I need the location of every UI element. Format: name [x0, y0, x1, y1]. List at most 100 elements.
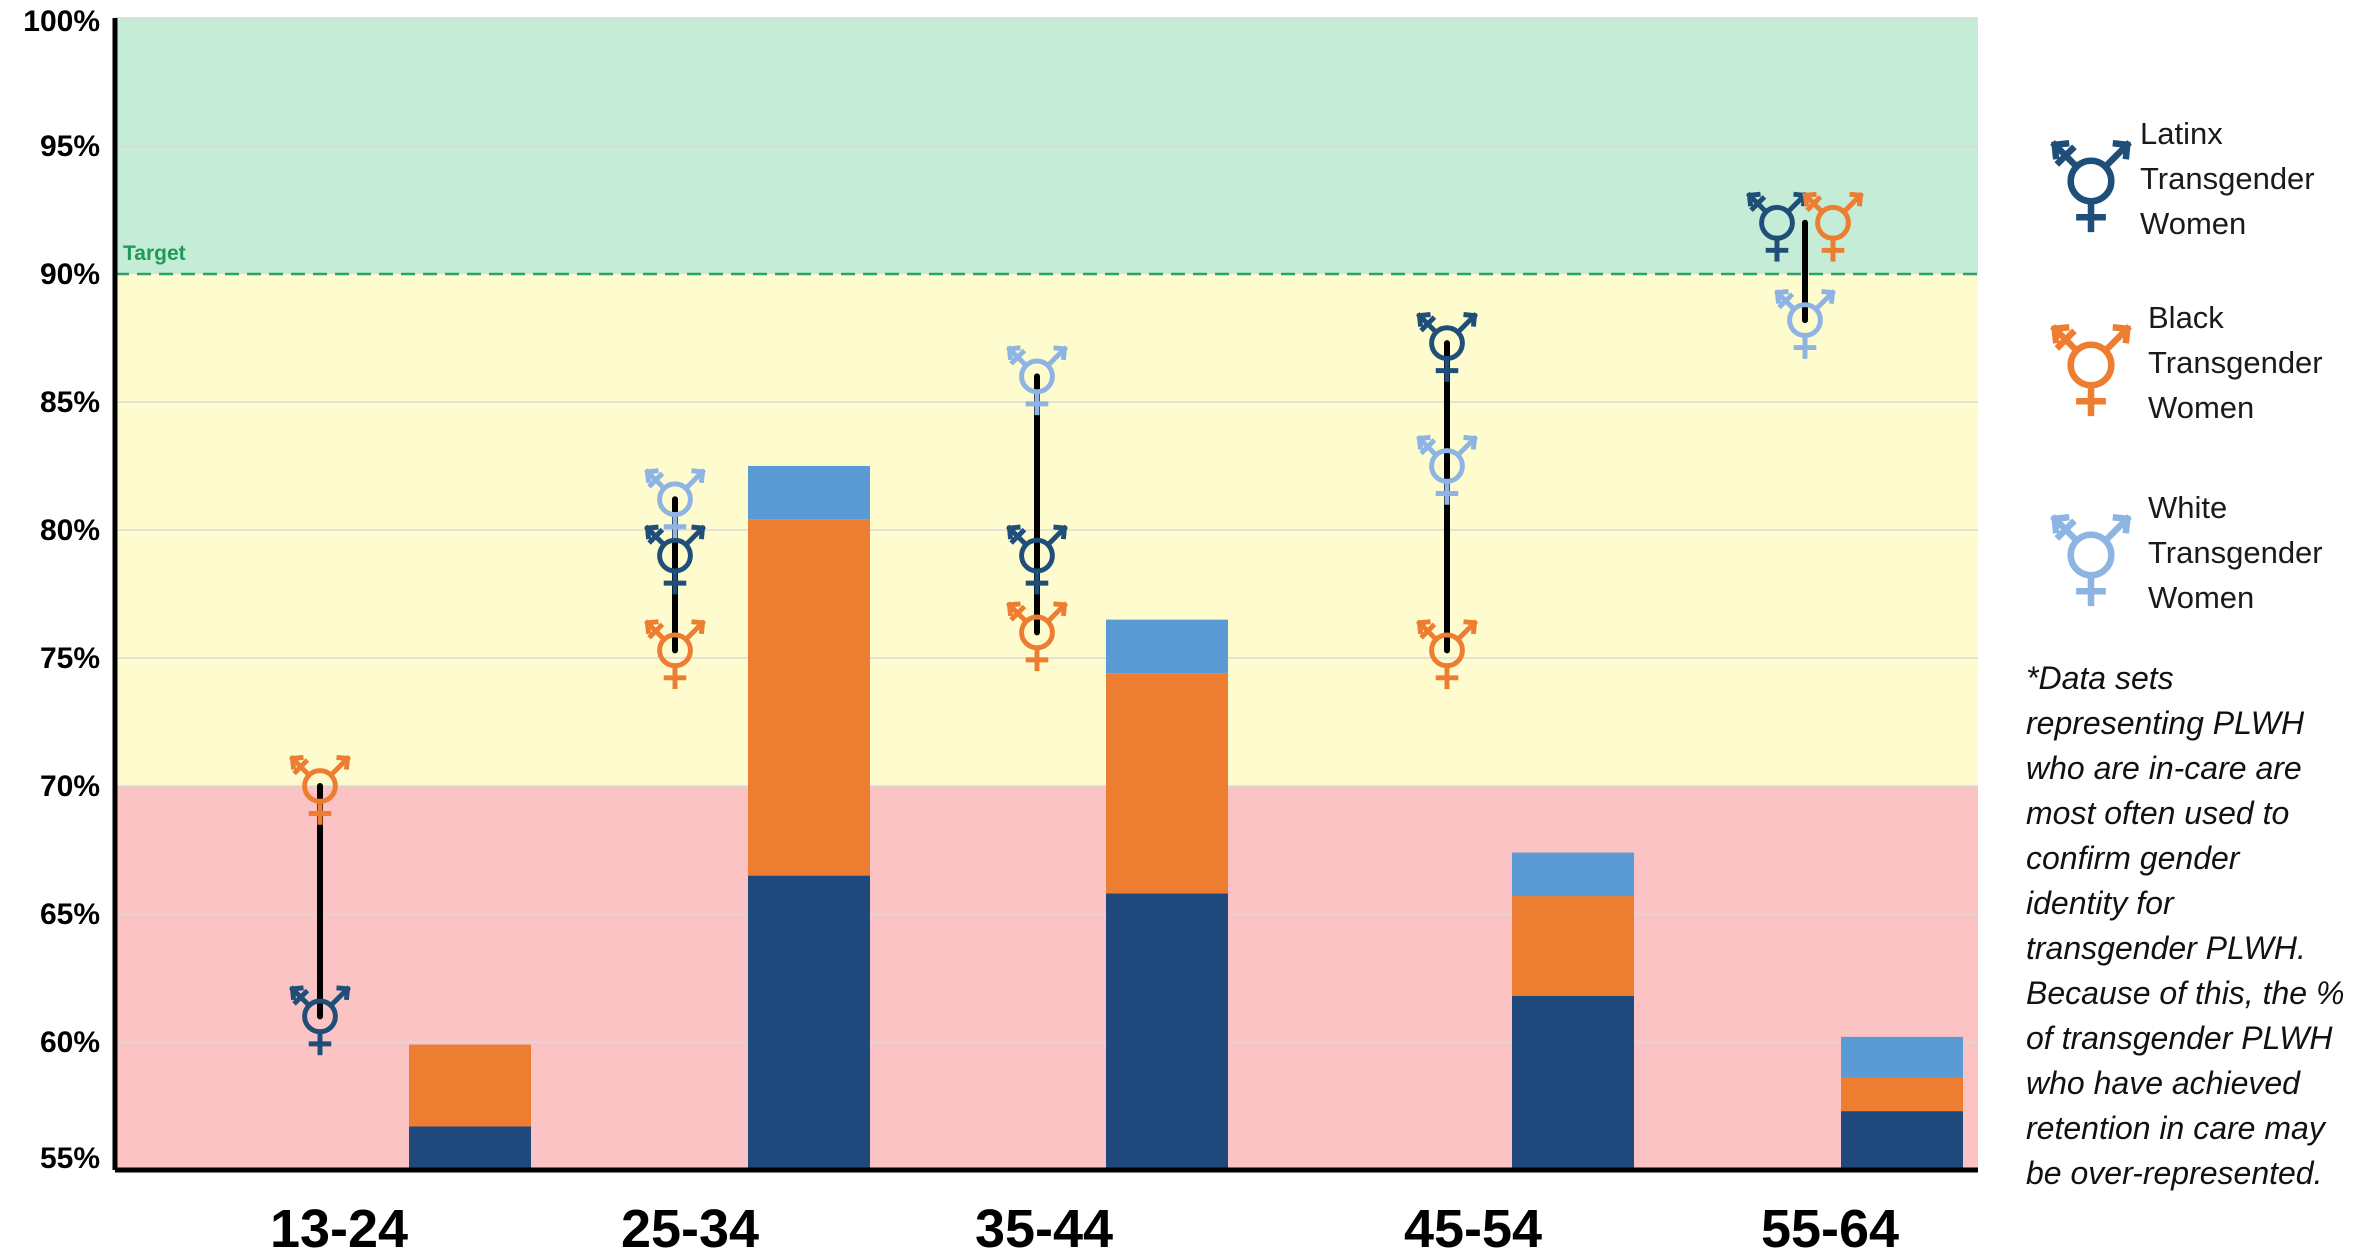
y-tick-label: 100%: [23, 5, 100, 38]
y-tick-label: 55%: [40, 1142, 100, 1175]
symbol-trans-bar: [292, 988, 310, 1006]
symbol-trans-arrow: [1746, 191, 1761, 207]
y-tick-label: 80%: [40, 514, 100, 547]
footnote-line: representing PLWH: [2026, 705, 2305, 741]
symbol-trans-bar: [1009, 527, 1027, 545]
footnote-line: confirm gender: [2026, 840, 2240, 876]
symbol-male-arrow: [336, 754, 351, 770]
symbol-trans-arrow: [1416, 434, 1431, 450]
symbol-trans-bar: [2054, 518, 2077, 541]
bar-segment: [1106, 673, 1228, 894]
x-tick-label: 35-44: [975, 1199, 1113, 1249]
symbol-male-arrow: [1463, 619, 1478, 635]
series-marker: [1773, 289, 1837, 359]
bar-segment: [1512, 852, 1634, 897]
symbol-trans-bar: [1419, 438, 1437, 456]
symbol-trans-bar: [647, 622, 665, 640]
footnote-line: Because of this, the %: [2026, 975, 2345, 1011]
symbol-trans-arrow: [1006, 601, 1021, 617]
transgender-symbol-icon: [2050, 324, 2132, 417]
symbol-trans-bar: [1805, 195, 1823, 213]
series-marker: [1005, 524, 1069, 595]
bar-segment: [409, 1126, 531, 1170]
symbol-trans-bar: [1419, 622, 1437, 640]
symbol-trans-arrow: [2051, 514, 2070, 534]
series-marker: [643, 468, 707, 539]
series-marker: [1415, 312, 1479, 382]
symbol-trans-arrow: [1006, 524, 1021, 540]
y-tick-label: 65%: [40, 898, 100, 931]
symbol-trans-arrow: [2051, 140, 2070, 160]
gridlines: [115, 17, 1978, 1043]
series-marker: [288, 754, 352, 825]
y-tick-label: 95%: [40, 130, 100, 163]
series-markers: [288, 191, 1865, 1056]
symbol-male-arrow: [1821, 289, 1836, 304]
series-marker: [1801, 191, 1865, 262]
legend-label-line: Women: [2148, 390, 2255, 425]
footnote: *Data sets representing PLWH who are in-ca…: [2026, 656, 2356, 1196]
legend-icon-0: [2050, 140, 2132, 233]
symbol-trans-bar: [292, 758, 310, 776]
symbol-trans-arrow: [2051, 324, 2070, 344]
x-tick-label: 25-34: [621, 1199, 759, 1249]
series-marker: [1745, 191, 1809, 262]
symbol-trans-bar: [2054, 144, 2077, 167]
y-tick-label: 75%: [40, 642, 100, 675]
x-tick-label: 45-54: [1404, 1199, 1542, 1249]
symbol-male-arrow: [2112, 140, 2131, 160]
symbol-trans-bar: [1749, 195, 1767, 213]
footnote-line: retention in care may: [2026, 1110, 2325, 1146]
series-marker: [643, 524, 707, 595]
axes: [112, 18, 1978, 1173]
legend-label-line: Women: [2140, 206, 2247, 241]
x-tick-label: 55-64: [1761, 1199, 1899, 1249]
footnote-line: who have achieved: [2026, 1065, 2300, 1101]
footnote-line: *Data sets: [2026, 660, 2174, 696]
bar-segment: [1512, 896, 1634, 996]
band-0: [115, 786, 1978, 1170]
bar-segment: [748, 519, 870, 876]
symbol-male-arrow: [2112, 514, 2131, 534]
transgender-symbol-icon: [2050, 514, 2132, 607]
background-bands: [115, 18, 1978, 1170]
symbol-trans-bar: [647, 471, 665, 489]
symbol-male-arrow: [1053, 345, 1068, 361]
symbol-trans-bar: [1009, 604, 1027, 622]
legend-label-0: Latinx Transgender Women: [2140, 111, 2370, 246]
symbol-trans-arrow: [1774, 289, 1789, 304]
legend-label-line: Transgender: [2148, 345, 2323, 380]
symbol-trans-arrow: [1006, 345, 1021, 361]
series-marker: [288, 985, 352, 1056]
footnote-line: identity for: [2026, 885, 2174, 921]
bar-segment: [1841, 1036, 1963, 1078]
legend-label-line: Transgender: [2140, 161, 2315, 196]
symbol-trans-bar: [647, 527, 665, 545]
target-label: Target: [123, 242, 186, 265]
symbol-male-arrow: [1053, 601, 1068, 617]
symbol-trans-arrow: [1416, 619, 1431, 635]
symbol-male-arrow: [691, 468, 706, 484]
y-tick-labels: 55% 60% 65% 70% 75% 80% 85% 90% 95% 100%: [23, 5, 100, 1175]
legend-label-line: White: [2148, 490, 2228, 525]
stacked-bars: [409, 466, 1963, 1170]
symbol-trans-bar: [2054, 328, 2077, 351]
symbol-male-arrow: [1463, 312, 1478, 327]
symbol-male-arrow: [691, 619, 706, 635]
footnote-line: of transgender PLWH: [2026, 1020, 2333, 1056]
symbol-trans-arrow: [1802, 191, 1817, 207]
target-line: Target: [115, 242, 1978, 276]
symbol-trans-arrow: [289, 754, 304, 770]
bar-segment: [1841, 1111, 1963, 1170]
series-marker: [643, 619, 707, 690]
bar-segment: [1841, 1077, 1963, 1112]
legend-label-line: Transgender: [2148, 535, 2323, 570]
symbol-trans-bar: [1419, 315, 1437, 333]
symbol-trans-arrow: [644, 619, 659, 635]
bar-segment: [748, 466, 870, 520]
footnote-line: who are in-care are: [2026, 750, 2302, 786]
series-marker: [1005, 601, 1069, 672]
symbol-trans-arrow: [1416, 312, 1431, 327]
bar-segment: [1106, 619, 1228, 674]
